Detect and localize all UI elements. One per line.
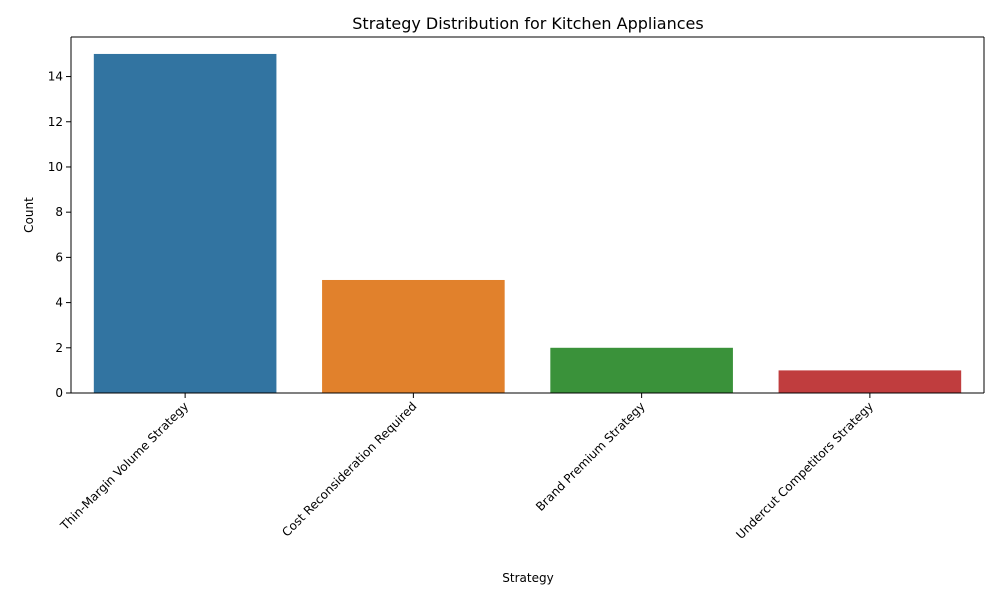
bar-3 [778,370,962,393]
bar-0 [93,53,277,393]
x-tick-label: Brand Premium Strategy [533,399,648,514]
x-tick-label: Cost Reconsideration Required [279,399,419,539]
y-tick-label: 4 [55,296,63,310]
x-axis-label: Strategy [502,571,553,585]
bar-2 [550,347,733,393]
x-tick-label: Undercut Competitors Strategy [733,399,876,542]
y-tick-label: 12 [48,115,63,129]
x-axis-ticks: Thin-Margin Volume Strategy Cost Reconsid… [57,393,876,542]
y-axis-label: Count [22,197,36,233]
chart-title: Strategy Distribution for Kitchen Applia… [352,14,703,33]
bar-1 [322,279,505,393]
y-tick-label: 14 [48,70,63,84]
y-tick-label: 2 [55,341,63,355]
y-tick-label: 0 [55,386,63,400]
y-axis-ticks: 0 2 4 6 8 10 12 14 [48,70,71,400]
y-tick-label: 8 [55,205,63,219]
x-tick-label: Thin-Margin Volume Strategy [57,399,191,533]
bars-group [93,53,962,393]
y-tick-label: 6 [55,250,63,264]
y-tick-label: 10 [48,160,63,174]
